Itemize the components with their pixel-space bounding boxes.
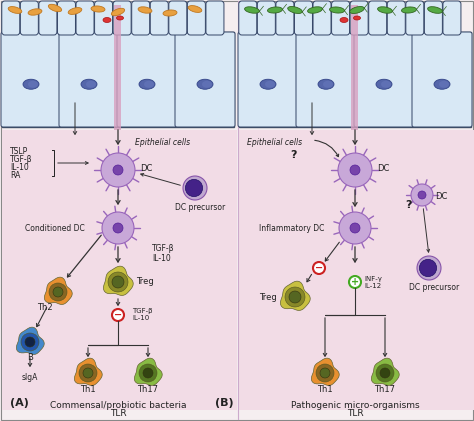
Circle shape xyxy=(113,223,123,233)
FancyBboxPatch shape xyxy=(257,1,275,35)
FancyBboxPatch shape xyxy=(187,1,205,35)
FancyBboxPatch shape xyxy=(351,5,358,130)
FancyBboxPatch shape xyxy=(150,1,168,35)
FancyBboxPatch shape xyxy=(76,1,94,35)
Text: DC: DC xyxy=(140,163,152,173)
Polygon shape xyxy=(45,277,72,304)
Circle shape xyxy=(338,153,372,187)
Text: Treg: Treg xyxy=(259,293,277,301)
Circle shape xyxy=(339,212,371,244)
Circle shape xyxy=(21,333,39,351)
Ellipse shape xyxy=(28,81,38,88)
Text: INF-γ
IL-12: INF-γ IL-12 xyxy=(364,275,382,288)
FancyBboxPatch shape xyxy=(238,32,298,127)
Text: −: − xyxy=(315,263,323,273)
Text: (B): (B) xyxy=(215,398,234,408)
Polygon shape xyxy=(371,358,399,386)
FancyBboxPatch shape xyxy=(387,1,405,35)
Ellipse shape xyxy=(381,81,391,88)
Polygon shape xyxy=(281,281,310,310)
Circle shape xyxy=(101,153,135,187)
Ellipse shape xyxy=(318,79,334,89)
Ellipse shape xyxy=(267,7,283,13)
Ellipse shape xyxy=(329,7,345,13)
Text: Commensal/probiotic bacteria: Commensal/probiotic bacteria xyxy=(50,400,186,410)
Ellipse shape xyxy=(439,81,449,88)
Text: −: − xyxy=(114,310,122,320)
Ellipse shape xyxy=(245,7,259,13)
Ellipse shape xyxy=(197,79,213,89)
FancyBboxPatch shape xyxy=(294,1,312,35)
Ellipse shape xyxy=(323,81,333,88)
FancyBboxPatch shape xyxy=(424,1,442,35)
FancyBboxPatch shape xyxy=(2,130,237,410)
Text: ?: ? xyxy=(291,150,297,160)
FancyBboxPatch shape xyxy=(57,1,75,35)
FancyBboxPatch shape xyxy=(117,32,177,127)
Text: Inflammatory DC: Inflammatory DC xyxy=(259,224,325,232)
FancyBboxPatch shape xyxy=(296,32,356,127)
Ellipse shape xyxy=(103,18,111,22)
Text: DC precursor: DC precursor xyxy=(409,283,459,292)
Circle shape xyxy=(183,176,207,200)
FancyBboxPatch shape xyxy=(2,32,234,127)
Ellipse shape xyxy=(28,9,42,15)
Text: Th1: Th1 xyxy=(80,384,96,394)
Ellipse shape xyxy=(308,7,322,13)
Circle shape xyxy=(102,212,134,244)
Ellipse shape xyxy=(111,8,125,16)
Circle shape xyxy=(349,276,361,288)
Text: Conditioned DC: Conditioned DC xyxy=(25,224,85,232)
FancyBboxPatch shape xyxy=(206,1,224,35)
Circle shape xyxy=(79,364,97,382)
FancyBboxPatch shape xyxy=(114,5,121,130)
Circle shape xyxy=(139,364,157,382)
Text: Pathogenic micro-organisms: Pathogenic micro-organisms xyxy=(291,400,419,410)
Text: Th1: Th1 xyxy=(317,384,333,394)
Circle shape xyxy=(143,368,153,378)
Ellipse shape xyxy=(202,81,212,88)
Ellipse shape xyxy=(354,16,361,20)
Ellipse shape xyxy=(144,81,154,88)
FancyBboxPatch shape xyxy=(443,1,461,35)
FancyBboxPatch shape xyxy=(276,1,294,35)
FancyBboxPatch shape xyxy=(239,32,471,127)
Text: IL-10: IL-10 xyxy=(10,163,29,171)
Ellipse shape xyxy=(91,6,105,12)
Text: DC precursor: DC precursor xyxy=(175,203,225,212)
Text: +: + xyxy=(351,277,359,287)
Text: (A): (A) xyxy=(10,398,29,408)
FancyBboxPatch shape xyxy=(169,1,187,35)
Ellipse shape xyxy=(265,81,275,88)
FancyBboxPatch shape xyxy=(350,1,368,35)
Circle shape xyxy=(112,309,124,321)
Circle shape xyxy=(419,259,437,277)
Circle shape xyxy=(113,165,123,175)
Text: Epithelial cells: Epithelial cells xyxy=(247,138,302,147)
Polygon shape xyxy=(103,266,133,296)
Ellipse shape xyxy=(117,16,124,20)
Text: DC: DC xyxy=(377,163,389,173)
FancyBboxPatch shape xyxy=(313,1,331,35)
FancyBboxPatch shape xyxy=(406,1,424,35)
Text: Th17: Th17 xyxy=(374,384,395,394)
Text: TSLP: TSLP xyxy=(10,147,28,155)
Circle shape xyxy=(285,287,305,307)
Ellipse shape xyxy=(48,4,62,12)
Text: TGF-β
IL-10: TGF-β IL-10 xyxy=(152,244,174,264)
Ellipse shape xyxy=(340,18,348,22)
Text: TGF-β: TGF-β xyxy=(10,155,33,163)
Polygon shape xyxy=(311,358,339,386)
FancyBboxPatch shape xyxy=(354,32,414,127)
Circle shape xyxy=(313,262,325,274)
FancyBboxPatch shape xyxy=(2,1,20,35)
FancyBboxPatch shape xyxy=(20,1,38,35)
FancyBboxPatch shape xyxy=(95,1,113,35)
Ellipse shape xyxy=(188,5,202,12)
Circle shape xyxy=(25,337,35,347)
Text: RA: RA xyxy=(10,171,20,179)
Ellipse shape xyxy=(138,7,152,13)
Circle shape xyxy=(185,179,203,197)
Circle shape xyxy=(112,276,124,288)
